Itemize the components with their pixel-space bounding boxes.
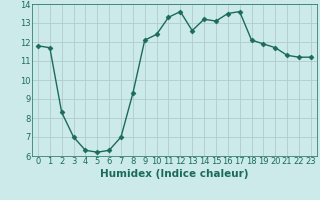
X-axis label: Humidex (Indice chaleur): Humidex (Indice chaleur): [100, 169, 249, 179]
